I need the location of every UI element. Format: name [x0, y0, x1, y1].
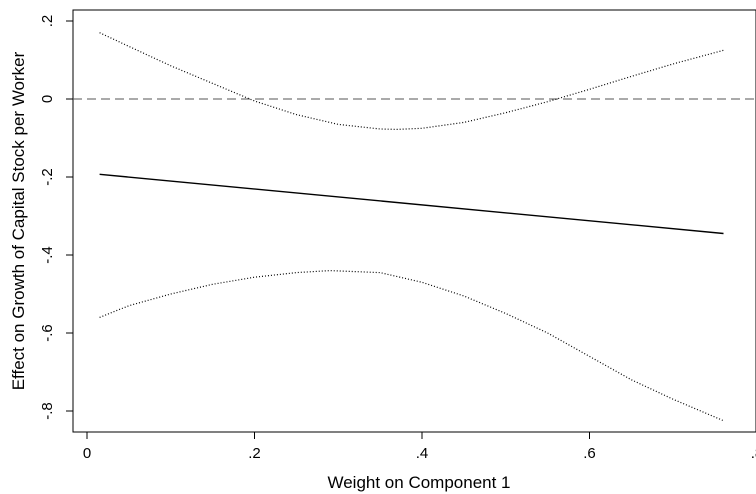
plot-frame: [72, 9, 756, 433]
x-axis-title: Weight on Component 1: [327, 473, 510, 492]
y-tick-label: -.2: [39, 168, 56, 186]
x-tick-label: .2: [248, 445, 261, 462]
upper-bound-line: [99, 32, 724, 131]
y-tick-label: -.4: [39, 246, 56, 264]
y-tick-label: .2: [39, 15, 56, 28]
y-axis-title: Effect on Growth of Capital Stock per Wo…: [9, 51, 28, 390]
estimate-line: [99, 173, 724, 235]
y-tick-label: -.6: [39, 324, 56, 342]
x-tick-label: .4: [416, 445, 429, 462]
y-tick-label: -.8: [39, 402, 56, 420]
y-tick-label: 0: [39, 95, 56, 103]
x-tick-label: .8: [751, 445, 756, 462]
x-tick-label: 0: [83, 445, 91, 462]
lower-bound-line: [99, 269, 724, 422]
x-tick-label: .6: [583, 445, 596, 462]
